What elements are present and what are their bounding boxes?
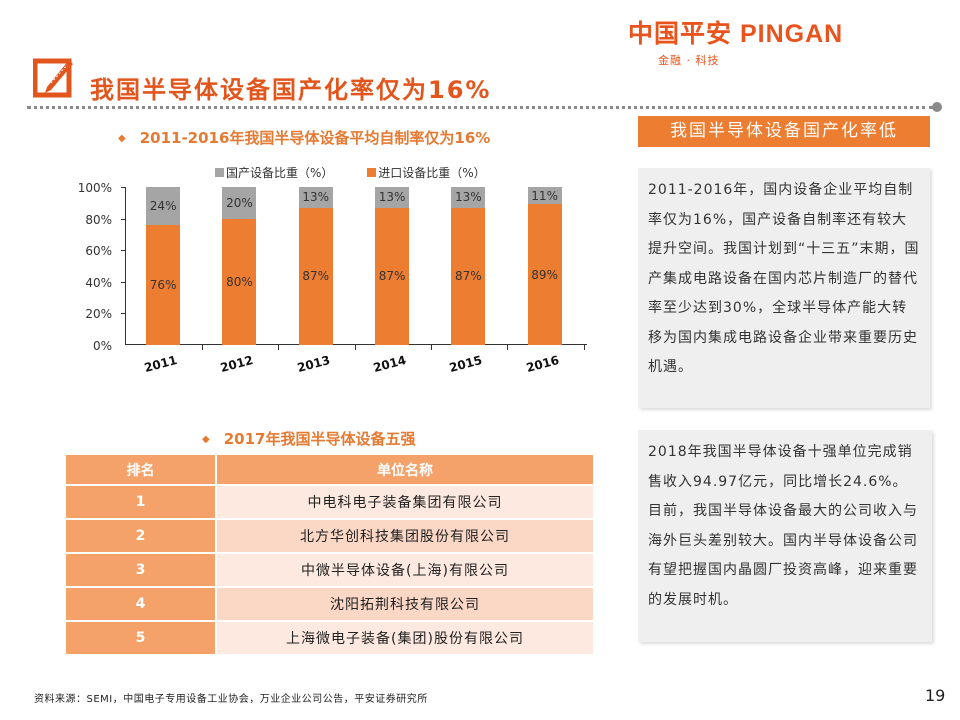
table-heading-text: 2017年我国半导体设备五强: [223, 430, 416, 448]
table-row: 5 上海微电子装备(集团)股份有限公司: [66, 621, 593, 656]
source-note: 资料来源：SEMI，中国电子专用设备工业协会，万业企业公司公告，平安证券研究所: [34, 694, 428, 705]
y-tick: 80%: [85, 212, 112, 227]
y-tick: 20%: [85, 307, 112, 322]
y-tick: 100%: [77, 181, 112, 195]
domestic-segment: 13%: [375, 187, 410, 208]
domestic-segment: 20%: [222, 187, 257, 219]
column-header-name: 单位名称: [216, 455, 593, 486]
chart-legend: 国产设备比重（%） 进口设备比重（%）: [215, 164, 516, 181]
company-cell: 中电科电子装备集团有限公司: [216, 485, 593, 520]
rank-cell: 3: [66, 553, 217, 588]
plot-area: [121, 187, 587, 350]
chart-heading: ◆ 2011-2016年我国半导体设备平均自制率仅为16%: [118, 127, 490, 148]
y-tick: 40%: [85, 275, 112, 290]
rank-cell: 5: [66, 621, 217, 656]
y-tick: 0%: [92, 339, 112, 353]
page-number: 19: [925, 686, 946, 705]
x-tick-label: 2013: [295, 352, 332, 376]
y-axis: 100% 80% 60% 40% 20% 0%: [70, 180, 112, 353]
company-cell: 北方华创科技集团股份有限公司: [216, 519, 593, 554]
company-cell: 沈阳拓荆科技有限公司: [216, 587, 593, 622]
legend-label-domestic: 国产设备比重（%）: [226, 166, 334, 180]
chart-heading-text: 2011-2016年我国半导体设备平均自制率仅为16%: [139, 129, 491, 147]
bar-2015: 87% 13%: [451, 187, 486, 345]
bar-2014: 87% 13%: [375, 187, 410, 345]
import-segment: 87%: [298, 207, 333, 345]
legend-label-import: 进口设备比重（%）: [378, 166, 486, 180]
domestic-segment: 24%: [146, 187, 181, 225]
domestic-segment: 11%: [527, 187, 562, 205]
import-segment: 76%: [146, 224, 181, 345]
company-cell: 中微半导体设备(上海)有限公司: [216, 553, 593, 588]
diamond-bullet-icon: ◆: [202, 434, 210, 445]
logo-tagline: 金融 · 科技: [658, 54, 720, 67]
table-row: 1 中电科电子装备集团有限公司: [66, 485, 593, 520]
import-segment: 87%: [451, 207, 486, 345]
rank-cell: 4: [66, 587, 217, 622]
logo-text: 中国平安 PINGAN: [628, 20, 844, 48]
company-cell: 上海微电子装备(集团)股份有限公司: [216, 621, 593, 656]
x-tick-label: 2012: [219, 352, 256, 376]
divider-end-dot: [932, 102, 942, 112]
page-title: 我国半导体设备国产化率仅为16%: [90, 76, 492, 104]
summary-box-2: 2018年我国半导体设备十强单位完成销售收入94.97亿元，同比增长24.6%。…: [638, 430, 932, 642]
legend-swatch-gray: [215, 168, 224, 177]
legend-item-domestic: 国产设备比重（%）: [215, 164, 333, 181]
import-segment: 89%: [527, 204, 562, 345]
table-heading: ◆ 2017年我国半导体设备五强: [202, 428, 415, 449]
x-tick-label: 2014: [371, 352, 408, 376]
title-divider: [27, 106, 933, 109]
top5-table: 排名 单位名称 1 中电科电子装备集团有限公司 2 北方华创科技集团股份有限公司…: [66, 455, 593, 656]
table-row: 2 北方华创科技集团股份有限公司: [66, 519, 593, 554]
rank-cell: 2: [66, 519, 217, 554]
diamond-bullet-icon: ◆: [118, 133, 126, 144]
bar-2011: 76% 24%: [146, 187, 181, 345]
stacked-bar-chart: 国产设备比重（%） 进口设备比重（%） 100% 80% 60% 40% 20%…: [70, 158, 590, 388]
summary-box-1: 2011-2016年，国内设备企业平均自制率仅为16%，国产设备自制率还有较大提…: [638, 168, 930, 408]
rank-cell: 1: [66, 485, 217, 520]
domestic-segment: 13%: [298, 187, 333, 208]
bar-2013: 87% 13%: [298, 187, 333, 345]
import-segment: 80%: [222, 218, 257, 345]
panel-heading: 我国半导体设备国产化率低: [638, 116, 930, 147]
x-tick-label: 2015: [448, 352, 484, 376]
table-row: 4 沈阳拓荆科技有限公司: [66, 587, 593, 622]
x-tick-label: 2016: [524, 352, 561, 376]
legend-item-import: 进口设备比重（%）: [367, 164, 486, 181]
y-tick: 60%: [85, 244, 112, 259]
table-row: 3 中微半导体设备(上海)有限公司: [66, 553, 593, 588]
bar-2012: 80% 20%: [222, 187, 257, 345]
bar-2016: 89% 11%: [527, 187, 562, 345]
domestic-segment: 13%: [451, 187, 486, 208]
import-segment: 87%: [375, 207, 410, 345]
x-tick-label: 2011: [142, 352, 179, 376]
legend-swatch-orange: [367, 168, 377, 177]
table-header-row: 排名 单位名称: [66, 455, 593, 486]
column-header-rank: 排名: [66, 455, 217, 486]
edit-checkbox-icon: [33, 58, 73, 98]
pingan-logo: 中国平安 PINGAN 金融 · 科技: [628, 14, 843, 68]
